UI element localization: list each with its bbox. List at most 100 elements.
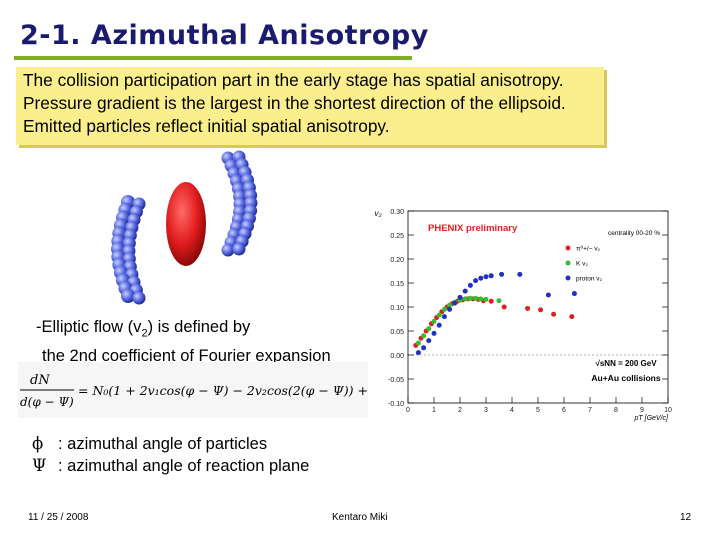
fourier-formula: dN d(φ − Ψ) = N₀(1 + 2v₁cos(φ − Ψ) − 2v₂… <box>18 362 368 418</box>
x-tick-label: 9 <box>640 407 644 414</box>
data-point <box>569 314 575 320</box>
data-point <box>436 322 442 328</box>
v2-chart: 0.30 0.25 0.20 0.15 0.10 0.05 0.00 -0.05 -0.100 1… <box>374 209 672 422</box>
data-point <box>551 311 557 317</box>
data-point <box>483 274 489 280</box>
flow-line-1-sub: 2 <box>141 327 148 340</box>
legend-label: K v₂ <box>576 261 588 268</box>
x-tick-label: 10 <box>664 407 672 414</box>
data-point <box>496 298 502 304</box>
def-phi: ϕ : azimuthal angle of particles <box>32 433 309 455</box>
data-point <box>431 330 437 336</box>
data-point <box>441 306 447 312</box>
x-tick-label: 7 <box>588 407 592 414</box>
x-tick-label: 4 <box>510 407 514 414</box>
data-point <box>571 291 577 297</box>
def-psi-text: : azimuthal angle of reaction plane <box>58 457 310 475</box>
data-point <box>473 278 479 284</box>
y-tick-label: 0.20 <box>390 257 404 264</box>
footer-page-number: 12 <box>680 512 692 523</box>
def-psi: Ψ : azimuthal angle of reaction plane <box>32 455 309 477</box>
flow-line-2: the 2nd coefficient of Fourier expansion <box>42 347 331 366</box>
nucleon-bead <box>121 289 135 303</box>
data-point <box>447 306 453 312</box>
data-point <box>473 295 479 301</box>
x-tick-label: 6 <box>562 407 566 414</box>
def-phi-text: : azimuthal angle of particles <box>58 435 268 453</box>
data-point <box>488 273 494 279</box>
symbol-definitions: ϕ : azimuthal angle of particles Ψ : azimu… <box>32 433 309 477</box>
x-axis-label: pT [GeV/c] <box>634 415 670 422</box>
data-point <box>415 340 421 346</box>
nucleon-bead <box>232 242 246 256</box>
callout-line-1: The collision participation part in the … <box>23 70 564 90</box>
slide-title: 2-1. Azimuthal Anisotropy <box>20 20 429 51</box>
participant-nucleons-right <box>221 150 258 257</box>
flow-line-1: -Elliptic flow (v2) is defined by <box>36 316 331 345</box>
data-point <box>478 296 484 302</box>
legend-marker <box>565 260 571 266</box>
y-tick-label: 0.00 <box>390 353 404 360</box>
data-point <box>431 318 437 324</box>
data-point <box>452 300 458 306</box>
legend-marker <box>565 245 571 251</box>
data-point <box>462 296 468 302</box>
flow-line-1-suffix: ) is defined by <box>147 318 251 336</box>
overlap-ellipsoid <box>166 182 206 266</box>
data-point <box>499 271 505 277</box>
y-tick-label: 0.30 <box>390 209 404 216</box>
legend-label: π⁰+/− v₂ <box>576 245 601 253</box>
data-point <box>467 282 473 288</box>
data-point <box>538 307 544 313</box>
title-underline <box>14 56 412 60</box>
y-tick-label: 0.10 <box>390 305 404 312</box>
y-tick-label: -0.05 <box>388 377 404 384</box>
data-point <box>488 298 494 304</box>
data-point <box>415 350 421 356</box>
x-tick-label: 1 <box>432 407 436 414</box>
nucleon-bead <box>132 291 146 305</box>
flow-line-1-prefix: -Elliptic flow (v <box>36 318 142 336</box>
y-tick-label: -0.10 <box>388 401 404 408</box>
data-point <box>517 271 523 277</box>
footer-date: 11 / 25 / 2008 <box>28 512 89 523</box>
x-tick-label: 0 <box>406 407 410 414</box>
annotation-centrality: centrality 00-20 % <box>608 230 660 237</box>
data-point <box>447 302 453 308</box>
formula-lhs-num: dN <box>30 373 50 388</box>
data-point <box>501 304 507 310</box>
data-point <box>525 305 531 311</box>
footer-author: Kentaro Miki <box>332 512 388 523</box>
x-tick-label: 8 <box>614 407 618 414</box>
annotation-phenix: PHENIX preliminary <box>428 223 518 234</box>
callout-line-3: Emitted particles reflect initial spatia… <box>23 116 390 136</box>
x-tick-label: 2 <box>458 407 462 414</box>
callout-line-2: Pressure gradient is the largest in the … <box>23 93 566 113</box>
data-point <box>441 314 447 320</box>
formula-rhs: = N₀(1 + 2v₁cos(φ − Ψ) − 2v₂cos(2(φ − Ψ)… <box>78 383 368 398</box>
data-point <box>426 338 432 344</box>
explanation-callout: The collision participation part in the … <box>16 67 604 145</box>
y-axis-label: v₂ <box>374 209 381 218</box>
annotation-system: Au+Au collisions <box>591 373 660 383</box>
collision-illustration <box>111 150 258 305</box>
formula-lhs-den: d(φ − Ψ) <box>20 395 74 409</box>
y-tick-label: 0.15 <box>390 281 404 288</box>
psi-symbol: Ψ <box>32 456 47 475</box>
data-point <box>426 326 432 332</box>
data-point <box>436 312 442 318</box>
legend-label: proton v₂ <box>576 276 602 283</box>
y-tick-label: 0.25 <box>390 233 404 240</box>
data-point <box>421 345 427 351</box>
flow-definition: -Elliptic flow (v2) is defined by the 2n… <box>36 316 331 368</box>
legend-marker <box>565 275 571 281</box>
annotation-energy: √sNN = 200 GeV <box>595 359 657 368</box>
phi-symbol: ϕ <box>32 434 44 453</box>
data-point <box>545 292 551 298</box>
data-point <box>478 275 484 281</box>
y-tick-label: 0.05 <box>390 329 404 336</box>
data-point <box>421 333 427 339</box>
participant-nucleons-left <box>111 195 146 305</box>
data-point <box>457 294 463 300</box>
data-point <box>462 288 468 294</box>
